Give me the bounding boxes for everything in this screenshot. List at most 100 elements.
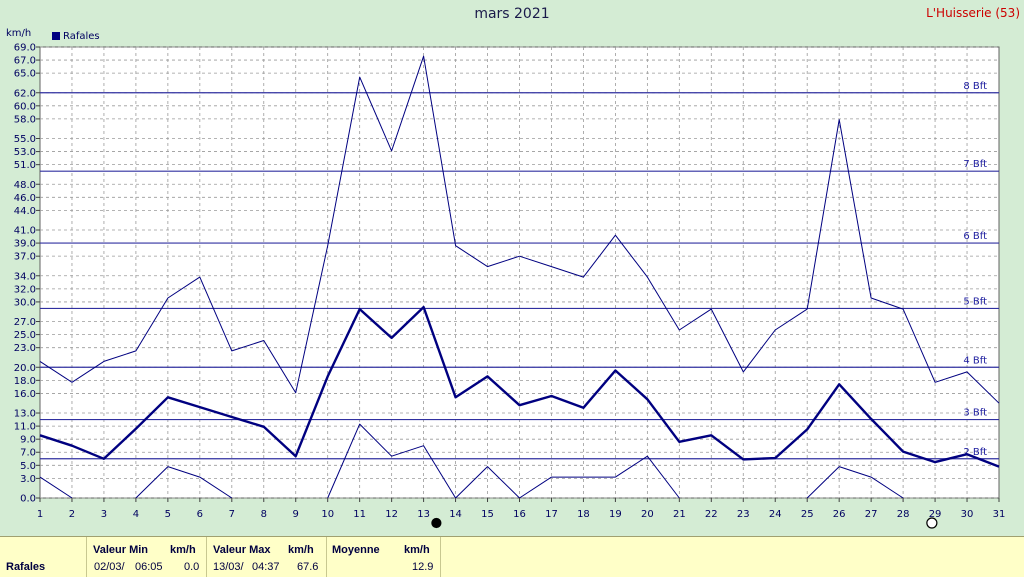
x-tick-label: 2	[69, 509, 75, 520]
x-tick-label: 28	[897, 509, 910, 520]
x-tick-label: 11	[353, 509, 366, 520]
y-tick-label: 65.0	[14, 69, 36, 80]
x-tick-label: 14	[449, 509, 462, 520]
x-tick-label: 23	[737, 509, 750, 520]
new-moon-icon	[431, 517, 442, 529]
x-tick-label: 21	[673, 509, 686, 520]
stats-min-header: Valeur Min	[93, 544, 149, 556]
y-tick-label: 27.0	[14, 317, 36, 328]
stats-min-unit: km/h	[170, 544, 196, 556]
stats-max-date: 13/03/	[213, 561, 244, 573]
beaufort-label: 7 Bft	[963, 159, 987, 170]
stats-min-time: 06:05	[135, 561, 163, 573]
beaufort-label: 4 Bft	[963, 355, 987, 366]
beaufort-label: 6 Bft	[963, 231, 987, 242]
x-tick-label: 19	[609, 509, 622, 520]
y-tick-label: 23.0	[14, 343, 36, 354]
y-tick-label: 44.0	[14, 206, 36, 217]
x-tick-label: 1	[37, 509, 43, 520]
beaufort-label: 3 Bft	[963, 408, 987, 419]
y-tick-label: 48.0	[14, 180, 36, 191]
y-tick-label: 25.0	[14, 330, 36, 341]
y-tick-label: 20.0	[14, 363, 36, 374]
beaufort-label: 2 Bft	[963, 447, 987, 458]
series-line-min	[327, 423, 680, 499]
y-tick-label: 60.0	[14, 101, 36, 112]
y-tick-label: 3.0	[20, 474, 36, 485]
chart-title: mars 2021	[474, 6, 550, 22]
series-line-min	[135, 466, 233, 499]
y-tick-label: 34.0	[14, 271, 36, 282]
y-tick-label: 69.0	[14, 43, 36, 54]
stats-max-header: Valeur Max	[213, 544, 271, 556]
stats-mean-header: Moyenne	[332, 544, 380, 556]
beaufort-label: 8 Bft	[963, 81, 987, 92]
stats-max-time: 04:37	[252, 561, 280, 573]
stats-max-value: 67.6	[297, 561, 319, 573]
y-tick-label: 11.0	[14, 422, 36, 433]
x-tick-label: 22	[705, 509, 718, 520]
y-tick-label: 30.0	[14, 297, 36, 308]
x-tick-label: 20	[641, 509, 654, 520]
series-line-max	[39, 55, 1000, 404]
station-name: L'Huisserie (53)	[926, 6, 1020, 20]
x-tick-label: 10	[321, 509, 334, 520]
x-tick-label: 31	[993, 509, 1006, 520]
y-tick-label: 7.0	[20, 448, 36, 459]
y-axis-ticks: 0.0 3.0 5.0 7.0 9.0 11.0 13.0 16.0 18.0 20.0 23.0 2…	[14, 43, 40, 505]
stats-max-unit: km/h	[288, 544, 314, 556]
stats-min-cell: Valeur Min km/h 02/03/ 06:05 0.0	[86, 537, 207, 577]
beaufort-lines: 2 Bft 3 Bft 4 Bft 5 Bft 6 Bft 7 Bft 8 Bft	[40, 81, 999, 460]
x-tick-label: 16	[513, 509, 526, 520]
x-axis-ticks: 1 2 3 4 5 6 7 8 9 10 11 12 13 14 15 16 17 18 19 20 21 22 23 24 2…	[37, 498, 1006, 520]
series-line-min	[39, 476, 73, 499]
x-tick-label: 29	[929, 509, 942, 520]
stats-min-date: 02/03/	[94, 561, 125, 573]
series-line-min	[806, 466, 904, 499]
y-tick-label: 51.0	[14, 160, 36, 171]
y-tick-label: 53.0	[14, 147, 36, 158]
y-tick-label: 62.0	[14, 88, 36, 99]
y-tick-label: 37.0	[14, 252, 36, 263]
y-tick-label: 18.0	[14, 376, 36, 387]
moon-phases	[431, 517, 938, 529]
y-tick-label: 9.0	[20, 435, 36, 446]
y-tick-label: 16.0	[14, 389, 36, 400]
y-tick-label: 0.0	[20, 494, 36, 505]
full-moon-icon	[926, 517, 938, 529]
x-tick-label: 7	[229, 509, 235, 520]
y-tick-label: 5.0	[20, 461, 36, 472]
series-lines	[39, 55, 1000, 499]
stats-bar: Rafales Valeur Min km/h 02/03/ 06:05 0.0…	[0, 536, 1024, 577]
stats-row-label: Rafales	[6, 561, 46, 573]
y-tick-label: 58.0	[14, 114, 36, 125]
x-tick-label: 27	[865, 509, 878, 520]
x-tick-label: 17	[545, 509, 558, 520]
x-tick-label: 25	[801, 509, 814, 520]
legend: Rafales	[52, 31, 100, 42]
y-tick-label: 13.0	[14, 409, 36, 420]
x-tick-label: 9	[293, 509, 299, 520]
y-tick-label: 41.0	[14, 226, 36, 237]
y-tick-label: 67.0	[14, 56, 36, 67]
x-tick-label: 13	[417, 509, 430, 520]
stats-min-value: 0.0	[184, 561, 200, 573]
y-tick-label: 39.0	[14, 239, 36, 250]
y-axis-unit: km/h	[6, 28, 32, 39]
legend-label: Rafales	[63, 31, 100, 42]
x-tick-label: 12	[385, 509, 398, 520]
x-tick-label: 3	[101, 509, 107, 520]
x-tick-label: 8	[261, 509, 267, 520]
wind-gust-chart: 2 Bft 3 Bft 4 Bft 5 Bft 6 Bft 7 Bft 8 Bft 0.0 3…	[14, 43, 1006, 529]
x-tick-label: 26	[833, 509, 846, 520]
x-tick-label: 4	[133, 509, 139, 520]
x-tick-label: 5	[165, 509, 171, 520]
series-line-mean	[39, 305, 1000, 468]
stats-max-cell: Valeur Max km/h 13/03/ 04:37 67.6	[206, 537, 327, 577]
y-tick-label: 55.0	[14, 134, 36, 145]
x-tick-label: 18	[577, 509, 590, 520]
beaufort-label: 5 Bft	[963, 296, 987, 307]
legend-swatch	[52, 32, 60, 40]
y-tick-label: 46.0	[14, 193, 36, 204]
x-tick-label: 30	[961, 509, 974, 520]
